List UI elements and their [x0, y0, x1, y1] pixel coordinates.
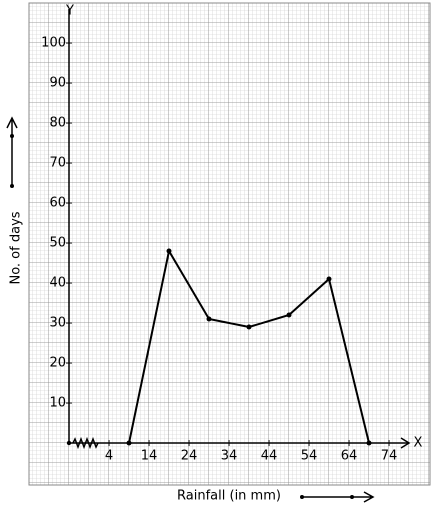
x-tick-label: 14 [141, 449, 158, 464]
graph-paper-major [28, 2, 431, 486]
arrow-dot [350, 495, 354, 499]
y-tick-label: 20 [49, 356, 66, 371]
y-tick-label: 30 [49, 316, 66, 331]
y-tick-label: 70 [49, 156, 66, 171]
y-tick-label: 90 [49, 76, 66, 91]
point [286, 312, 292, 318]
point [326, 276, 332, 282]
x-tick-label: 34 [221, 449, 238, 464]
point [366, 440, 372, 446]
x-tick-label: 4 [105, 449, 113, 464]
arrow-decor [6, 116, 375, 503]
x-tick-label: 54 [301, 449, 318, 464]
y-tick-label: 50 [49, 236, 66, 251]
y-tick-label: 10 [49, 396, 66, 411]
y-tick-label: 80 [49, 116, 66, 131]
point [246, 324, 252, 330]
arrow-dot [300, 495, 304, 499]
point [126, 440, 132, 446]
x-axis-label: Rainfall (in mm) [177, 489, 281, 504]
x-tick-label: 64 [341, 449, 358, 464]
x-tick-label: 44 [261, 449, 278, 464]
y-axis-label: No. of days [9, 211, 24, 284]
x-arrow [400, 437, 411, 449]
arrow-dot [10, 184, 14, 188]
x-axis-name: X [414, 436, 423, 451]
y-tick-label: 60 [49, 196, 66, 211]
y-tick-label: 40 [49, 276, 66, 291]
y-tick-label: 100 [41, 36, 66, 51]
arrow-dot [10, 134, 14, 138]
origin-dot [66, 440, 72, 446]
point [166, 248, 172, 254]
x-tick-label: 24 [181, 449, 198, 464]
axis-break [72, 436, 99, 450]
point [206, 316, 212, 322]
x-tick-label: 74 [381, 449, 398, 464]
